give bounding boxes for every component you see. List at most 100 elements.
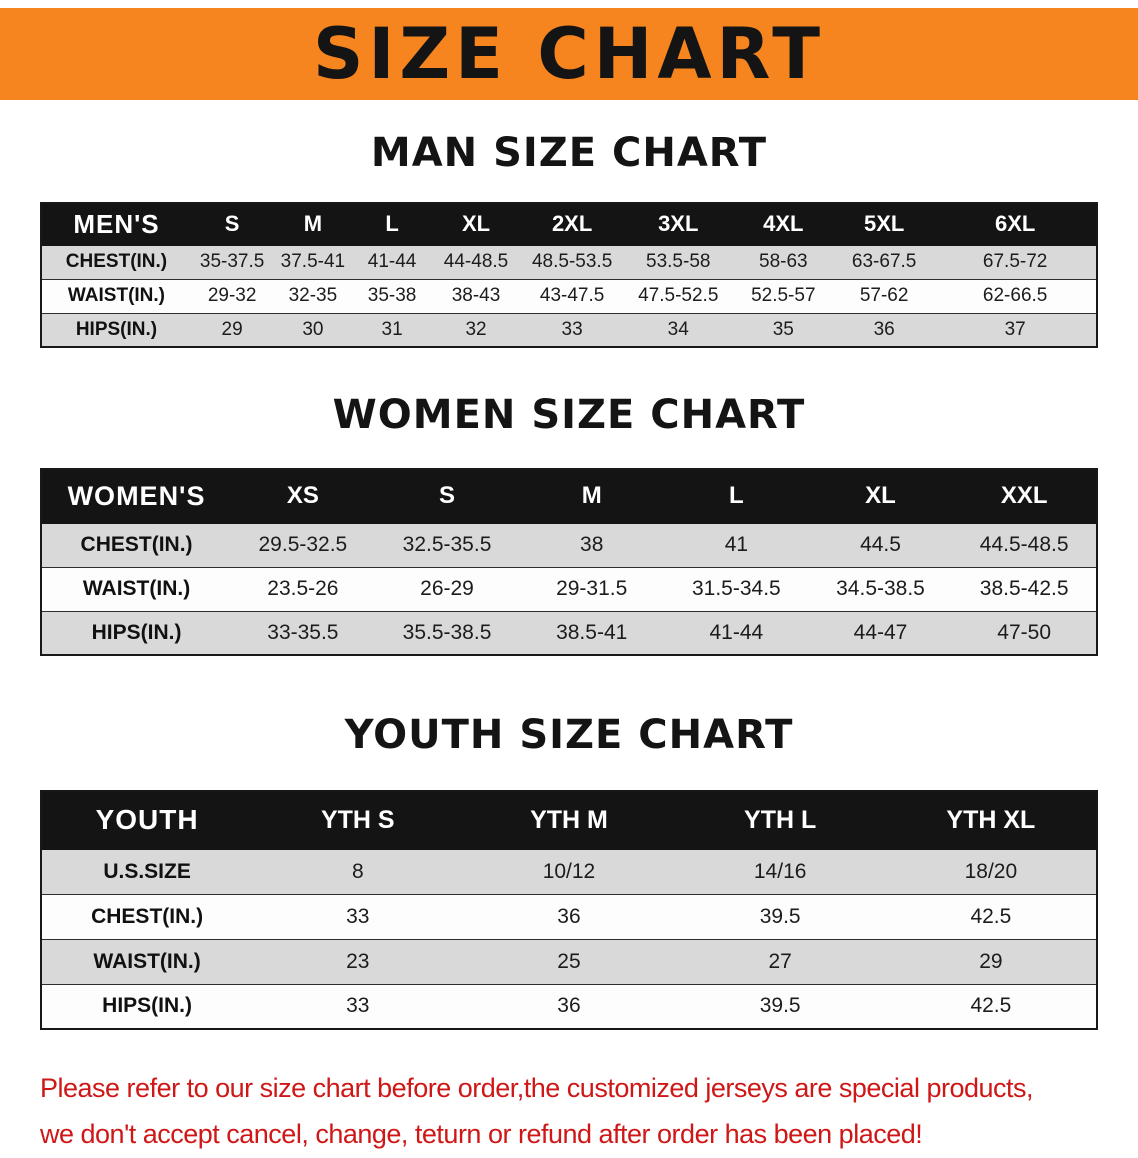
women-header-cell: S (374, 468, 520, 524)
value-cell: 27 (674, 938, 886, 985)
value-cell: 29.5-32.5 (231, 522, 375, 568)
value-cell: 62-66.5 (934, 278, 1097, 314)
value-cell: 34 (623, 312, 733, 348)
value-cell: 35-37.5 (190, 244, 274, 280)
value-cell: 42.5 (885, 983, 1097, 1030)
value-cell: 36 (463, 893, 675, 940)
row-label-cell: WAIST(IN.) (41, 278, 191, 314)
youth-hips-row: HIPS(IN.) 33 36 39.5 42.5 (41, 983, 1097, 1030)
value-cell: 58-63 (732, 244, 834, 280)
women-header-cell: M (519, 468, 665, 524)
women-header-cell: XS (231, 468, 375, 524)
disclaimer: Please refer to our size chart before or… (40, 1066, 1138, 1158)
row-label-cell: WAIST(IN.) (41, 566, 232, 612)
men-header-cell: S (190, 202, 274, 246)
value-cell: 63-67.5 (834, 244, 935, 280)
youth-ussize-row: U.S.SIZE 8 10/12 14/16 18/20 (41, 848, 1097, 895)
row-label-cell: CHEST(IN.) (41, 893, 253, 940)
value-cell: 41 (664, 522, 809, 568)
women-section: WOMEN SIZE CHART WOMEN'S XS S M L XL XXL… (0, 392, 1138, 656)
value-cell: 34.5-38.5 (808, 566, 953, 612)
value-cell: 23 (252, 938, 464, 985)
youth-header-row: YOUTH YTH S YTH M YTH L YTH XL (41, 790, 1097, 850)
row-label-cell: U.S.SIZE (41, 848, 253, 895)
row-label-cell: HIPS(IN.) (41, 983, 253, 1030)
youth-size-table: YOUTH YTH S YTH M YTH L YTH XL U.S.SIZE … (40, 790, 1098, 1030)
value-cell: 44-48.5 (431, 244, 521, 280)
value-cell: 33 (520, 312, 624, 348)
row-label-cell: CHEST(IN.) (41, 522, 232, 568)
value-cell: 41-44 (664, 610, 809, 656)
value-cell: 44.5 (808, 522, 953, 568)
men-header-cell: M (273, 202, 353, 246)
men-section-heading: MAN SIZE CHART (370, 130, 768, 176)
value-cell: 47-50 (952, 610, 1097, 656)
value-cell: 38.5-41 (519, 610, 665, 656)
value-cell: 30 (273, 312, 353, 348)
value-cell: 44.5-48.5 (952, 522, 1097, 568)
men-header-cell: 6XL (934, 202, 1097, 246)
value-cell: 14/16 (674, 848, 886, 895)
women-section-heading: WOMEN SIZE CHART (332, 392, 806, 438)
value-cell: 18/20 (885, 848, 1097, 895)
value-cell: 26-29 (374, 566, 520, 612)
men-header-cell: 4XL (732, 202, 834, 246)
disclaimer-line-1: Please refer to our size chart before or… (40, 1073, 1034, 1103)
value-cell: 8 (252, 848, 464, 895)
value-cell: 32-35 (273, 278, 353, 314)
value-cell: 44-47 (808, 610, 953, 656)
value-cell: 31 (352, 312, 432, 348)
value-cell: 57-62 (834, 278, 935, 314)
value-cell: 38-43 (431, 278, 521, 314)
women-header-row: WOMEN'S XS S M L XL XXL (41, 468, 1097, 524)
value-cell: 32.5-35.5 (374, 522, 520, 568)
title-banner: SIZE CHART (0, 8, 1138, 100)
value-cell: 23.5-26 (231, 566, 375, 612)
men-header-cell: 2XL (520, 202, 624, 246)
men-header-cell: 3XL (623, 202, 733, 246)
row-label-cell: WAIST(IN.) (41, 938, 253, 985)
youth-header-corner-cell: YOUTH (41, 790, 253, 850)
youth-chest-row: CHEST(IN.) 33 36 39.5 42.5 (41, 893, 1097, 940)
women-chest-row: CHEST(IN.) 29.5-32.5 32.5-35.5 38 41 44.… (41, 522, 1097, 568)
value-cell: 35 (732, 312, 834, 348)
men-header-cell: L (352, 202, 432, 246)
value-cell: 29-31.5 (519, 566, 665, 612)
value-cell: 37 (934, 312, 1097, 348)
men-header-corner-cell: MEN'S (41, 202, 191, 246)
men-chest-row: CHEST(IN.) 35-37.5 37.5-41 41-44 44-48.5… (41, 244, 1097, 280)
women-size-table: WOMEN'S XS S M L XL XXL CHEST(IN.) 29.5-… (40, 468, 1098, 656)
row-label-cell: CHEST(IN.) (41, 244, 191, 280)
value-cell: 48.5-53.5 (520, 244, 624, 280)
value-cell: 41-44 (352, 244, 432, 280)
youth-header-cell: YTH M (463, 790, 675, 850)
value-cell: 38 (519, 522, 665, 568)
men-section: MAN SIZE CHART MEN'S S M L XL 2XL 3XL 4X… (0, 130, 1138, 348)
women-hips-row: HIPS(IN.) 33-35.5 35.5-38.5 38.5-41 41-4… (41, 610, 1097, 656)
value-cell: 67.5-72 (934, 244, 1097, 280)
value-cell: 39.5 (674, 983, 886, 1030)
youth-header-cell: YTH L (674, 790, 886, 850)
value-cell: 29-32 (190, 278, 274, 314)
disclaimer-line-2: we don't accept cancel, change, teturn o… (40, 1118, 923, 1149)
value-cell: 31.5-34.5 (664, 566, 809, 612)
value-cell: 35.5-38.5 (374, 610, 520, 656)
value-cell: 35-38 (352, 278, 432, 314)
value-cell: 33-35.5 (231, 610, 375, 656)
value-cell: 47.5-52.5 (623, 278, 733, 314)
value-cell: 29 (190, 312, 274, 348)
value-cell: 10/12 (463, 848, 675, 895)
value-cell: 33 (252, 983, 464, 1030)
youth-section-heading: YOUTH SIZE CHART (344, 712, 794, 758)
men-header-cell: XL (431, 202, 521, 246)
page-title: SIZE CHART (312, 13, 826, 95)
men-header-cell: 5XL (834, 202, 935, 246)
value-cell: 52.5-57 (732, 278, 834, 314)
women-header-cell: XL (808, 468, 953, 524)
value-cell: 38.5-42.5 (952, 566, 1097, 612)
women-header-cell: XXL (952, 468, 1097, 524)
row-label-cell: HIPS(IN.) (41, 610, 232, 656)
women-waist-row: WAIST(IN.) 23.5-26 26-29 29-31.5 31.5-34… (41, 566, 1097, 612)
youth-waist-row: WAIST(IN.) 23 25 27 29 (41, 938, 1097, 985)
value-cell: 53.5-58 (623, 244, 733, 280)
